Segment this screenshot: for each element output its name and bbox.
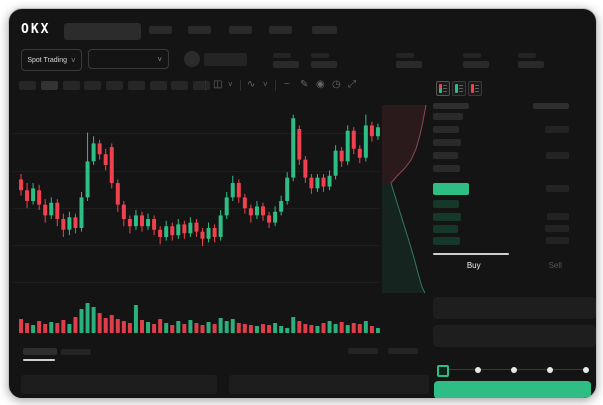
chart-gridline	[13, 245, 379, 246]
timeframe-button-3[interactable]	[63, 81, 80, 90]
candle-type-icon[interactable]: ◫	[213, 79, 223, 90]
pair-selector-dropdown[interactable]: ˅	[88, 49, 169, 69]
bid-amount-row[interactable]	[547, 213, 569, 220]
toolbar-divider	[240, 80, 241, 91]
orders-panel-placeholder-2	[229, 375, 429, 394]
last-amount-row[interactable]	[546, 185, 569, 192]
bottom-toolbar-item-2[interactable]	[388, 348, 418, 354]
ask-amount-row[interactable]	[546, 152, 569, 159]
camera-snapshot-icon[interactable]: ◉	[316, 79, 325, 90]
tab-sell[interactable]: Sell	[548, 261, 562, 270]
ask-price-row[interactable]	[433, 152, 458, 159]
last-price-placeholder	[204, 53, 247, 66]
timeframe-button-4[interactable]	[84, 81, 101, 90]
stat-value-1	[273, 61, 299, 68]
timeframe-button-1[interactable]	[19, 81, 36, 90]
app-window: OKX Spot Trading ˅ ˅ ◫ ˅ ∿ ˅ ~ ✎ ◉ ◷ ⤢	[8, 8, 597, 399]
bottom-tab-active[interactable]	[23, 348, 57, 355]
orderbook	[433, 103, 596, 251]
stat-value-4	[463, 61, 489, 68]
ask-price-row[interactable]	[433, 139, 461, 146]
chevron-down-icon[interactable]: ˅	[228, 80, 233, 89]
slider-handle[interactable]	[437, 365, 449, 377]
timeframe-button-6[interactable]	[128, 81, 145, 90]
indicators-icon[interactable]: ∿	[247, 79, 256, 90]
slider-stop-50[interactable]	[511, 367, 517, 373]
nav-item-3[interactable]	[229, 26, 252, 34]
draw-pencil-icon[interactable]: ✎	[300, 79, 309, 90]
timeframe-button-7[interactable]	[150, 81, 167, 90]
slider-stop-25[interactable]	[475, 367, 481, 373]
ask-amount-row[interactable]	[545, 126, 569, 133]
stat-label-2	[311, 53, 329, 58]
orderbook-view-combined-icon[interactable]	[436, 81, 450, 96]
chart-gridline	[13, 133, 379, 134]
ask-price-row[interactable]	[433, 126, 459, 133]
orderbook-view-asks-icon[interactable]	[468, 81, 482, 96]
bid-amount-row[interactable]	[546, 237, 569, 244]
timeframe-button-9[interactable]	[193, 81, 210, 90]
stat-value-5	[518, 61, 544, 68]
slider-stop-100[interactable]	[583, 367, 589, 373]
buy-tab-indicator	[433, 253, 509, 255]
buy-button[interactable]	[434, 381, 591, 398]
chevron-down-icon[interactable]: ˅	[263, 80, 268, 89]
bid-price-row[interactable]	[433, 225, 458, 233]
bid-price-row[interactable]	[433, 237, 460, 245]
price-input[interactable]	[433, 297, 596, 319]
toolbar-divider	[205, 80, 206, 91]
bid-price-row[interactable]	[433, 200, 459, 208]
orders-panel-placeholder-1	[21, 375, 217, 394]
ask-price-row[interactable]	[433, 165, 460, 172]
nav-item-5[interactable]	[312, 26, 337, 34]
stat-label-1	[273, 53, 291, 58]
nav-item-4[interactable]	[269, 26, 292, 34]
fullscreen-expand-icon[interactable]: ⤢	[348, 79, 356, 90]
chevron-down-icon: ˅	[71, 55, 76, 65]
bottom-tab-2[interactable]	[61, 349, 91, 355]
line-tool-icon[interactable]: ~	[284, 79, 290, 90]
stat-label-3	[396, 53, 414, 58]
market-type-label: Spot Trading	[27, 56, 68, 64]
bottom-tab-underline	[23, 359, 55, 361]
chart-gridline	[13, 282, 379, 283]
bid-amount-row[interactable]	[545, 225, 569, 232]
stat-value-3	[396, 61, 422, 68]
nav-item-1[interactable]	[149, 26, 172, 34]
toolbar-divider	[275, 80, 276, 91]
amount-slider[interactable]	[437, 363, 589, 377]
nav-item-2[interactable]	[188, 26, 211, 34]
chevron-down-icon: ˅	[157, 54, 162, 64]
chart-gridline	[13, 171, 379, 172]
volume-chart[interactable]	[9, 296, 389, 333]
last-price-badge[interactable]	[433, 183, 469, 195]
chart-gridline	[13, 208, 379, 209]
ask-price-row[interactable]	[433, 113, 463, 120]
timeframe-button-5[interactable]	[106, 81, 123, 90]
market-type-dropdown[interactable]: Spot Trading ˅	[21, 49, 82, 71]
candlestick-chart[interactable]	[9, 109, 389, 293]
coin-avatar	[184, 51, 200, 67]
clock-refresh-icon[interactable]: ◷	[332, 79, 341, 90]
bottom-toolbar-item-1[interactable]	[348, 348, 378, 354]
timeframe-button-8[interactable]	[171, 81, 188, 90]
slider-stop-75[interactable]	[547, 367, 553, 373]
orderbook-col-header-amount[interactable]	[533, 103, 569, 109]
stat-value-2	[311, 61, 337, 68]
trade-tabs: Buy Sell	[433, 253, 596, 281]
timeframe-button-2[interactable]	[41, 81, 58, 90]
stat-label-5	[518, 53, 536, 58]
orderbook-view-bids-icon[interactable]	[452, 81, 466, 96]
search-input[interactable]	[64, 23, 141, 40]
tab-buy[interactable]: Buy	[466, 261, 481, 270]
orderbook-col-header-price[interactable]	[433, 103, 469, 109]
depth-chart[interactable]	[382, 97, 428, 293]
stat-label-4	[463, 53, 481, 58]
okx-logo: OKX	[21, 22, 51, 37]
amount-input[interactable]	[433, 325, 596, 347]
bid-price-row[interactable]	[433, 213, 461, 221]
